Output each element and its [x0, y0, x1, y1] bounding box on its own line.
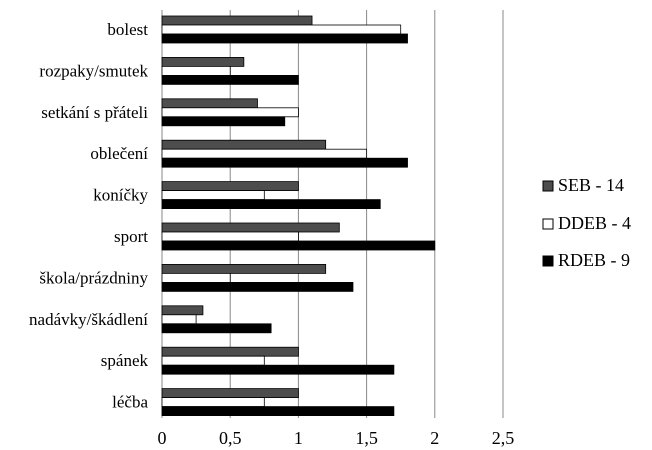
bar-ddeb: [161, 231, 299, 242]
bar-rdeb: [161, 406, 395, 417]
bar-seb: [161, 263, 327, 274]
bar-ddeb: [161, 355, 265, 366]
bar-ddeb: [161, 314, 197, 325]
bar-ddeb: [161, 24, 402, 35]
bar-seb: [161, 305, 204, 316]
bar-rdeb: [161, 116, 286, 127]
legend-swatch: [542, 180, 554, 192]
bar-rdeb: [161, 240, 436, 251]
bar-ddeb: [161, 107, 299, 118]
bar-ddeb: [161, 272, 231, 283]
bar-seb: [161, 15, 313, 26]
x-tick-label: 0: [158, 428, 167, 448]
bar-seb: [161, 222, 340, 233]
bars: [161, 15, 436, 417]
category-label: oblečení: [90, 144, 148, 163]
category-label: rozpaky/smutek: [39, 61, 148, 80]
bar-rdeb: [161, 157, 408, 168]
bar-seb: [161, 181, 299, 192]
bar-ddeb: [161, 190, 265, 201]
category-label: sport: [114, 227, 148, 246]
legend-label: RDEB - 9: [558, 250, 630, 270]
x-tick-label: 1,5: [355, 428, 378, 448]
legend-label: DDEB - 4: [558, 213, 631, 233]
bar-rdeb: [161, 33, 408, 44]
bar-ddeb: [161, 148, 368, 159]
x-axis-ticks: 0 0,5 1 1,5 2 2,5: [158, 428, 515, 448]
x-tick-label: 2,5: [492, 428, 515, 448]
bar-seb: [161, 98, 258, 109]
category-label: setkání s přáteli: [41, 103, 148, 122]
category-labels: bolest rozpaky/smutek setkání s přáteli obl…: [29, 20, 148, 412]
category-label: nadávky/škádlení: [29, 310, 148, 329]
category-label: bolest: [107, 20, 148, 39]
category-label: léčba: [112, 393, 148, 412]
legend-label: SEB - 14: [558, 175, 624, 195]
category-label: spánek: [101, 351, 149, 370]
bar-ddeb: [161, 66, 231, 76]
bar-rdeb: [161, 364, 395, 375]
x-tick-label: 1: [294, 428, 303, 448]
category-label: koníčky: [93, 186, 148, 205]
bar-rdeb: [161, 281, 354, 292]
x-tick-label: 0,5: [219, 428, 242, 448]
legend-swatch: [542, 255, 554, 267]
legend: SEB - 14 DDEB - 4 RDEB - 9: [542, 175, 631, 270]
bar-seb: [161, 57, 245, 67]
legend-swatch: [542, 218, 554, 230]
bar-seb: [161, 139, 327, 150]
bar-rdeb: [161, 75, 299, 85]
bar-seb: [161, 346, 299, 357]
bar-seb: [161, 388, 299, 399]
bar-rdeb: [161, 323, 272, 334]
category-label: škola/prázdniny: [39, 268, 148, 287]
bar-rdeb: [161, 199, 381, 210]
x-tick-label: 2: [430, 428, 439, 448]
bar-ddeb: [161, 397, 265, 408]
